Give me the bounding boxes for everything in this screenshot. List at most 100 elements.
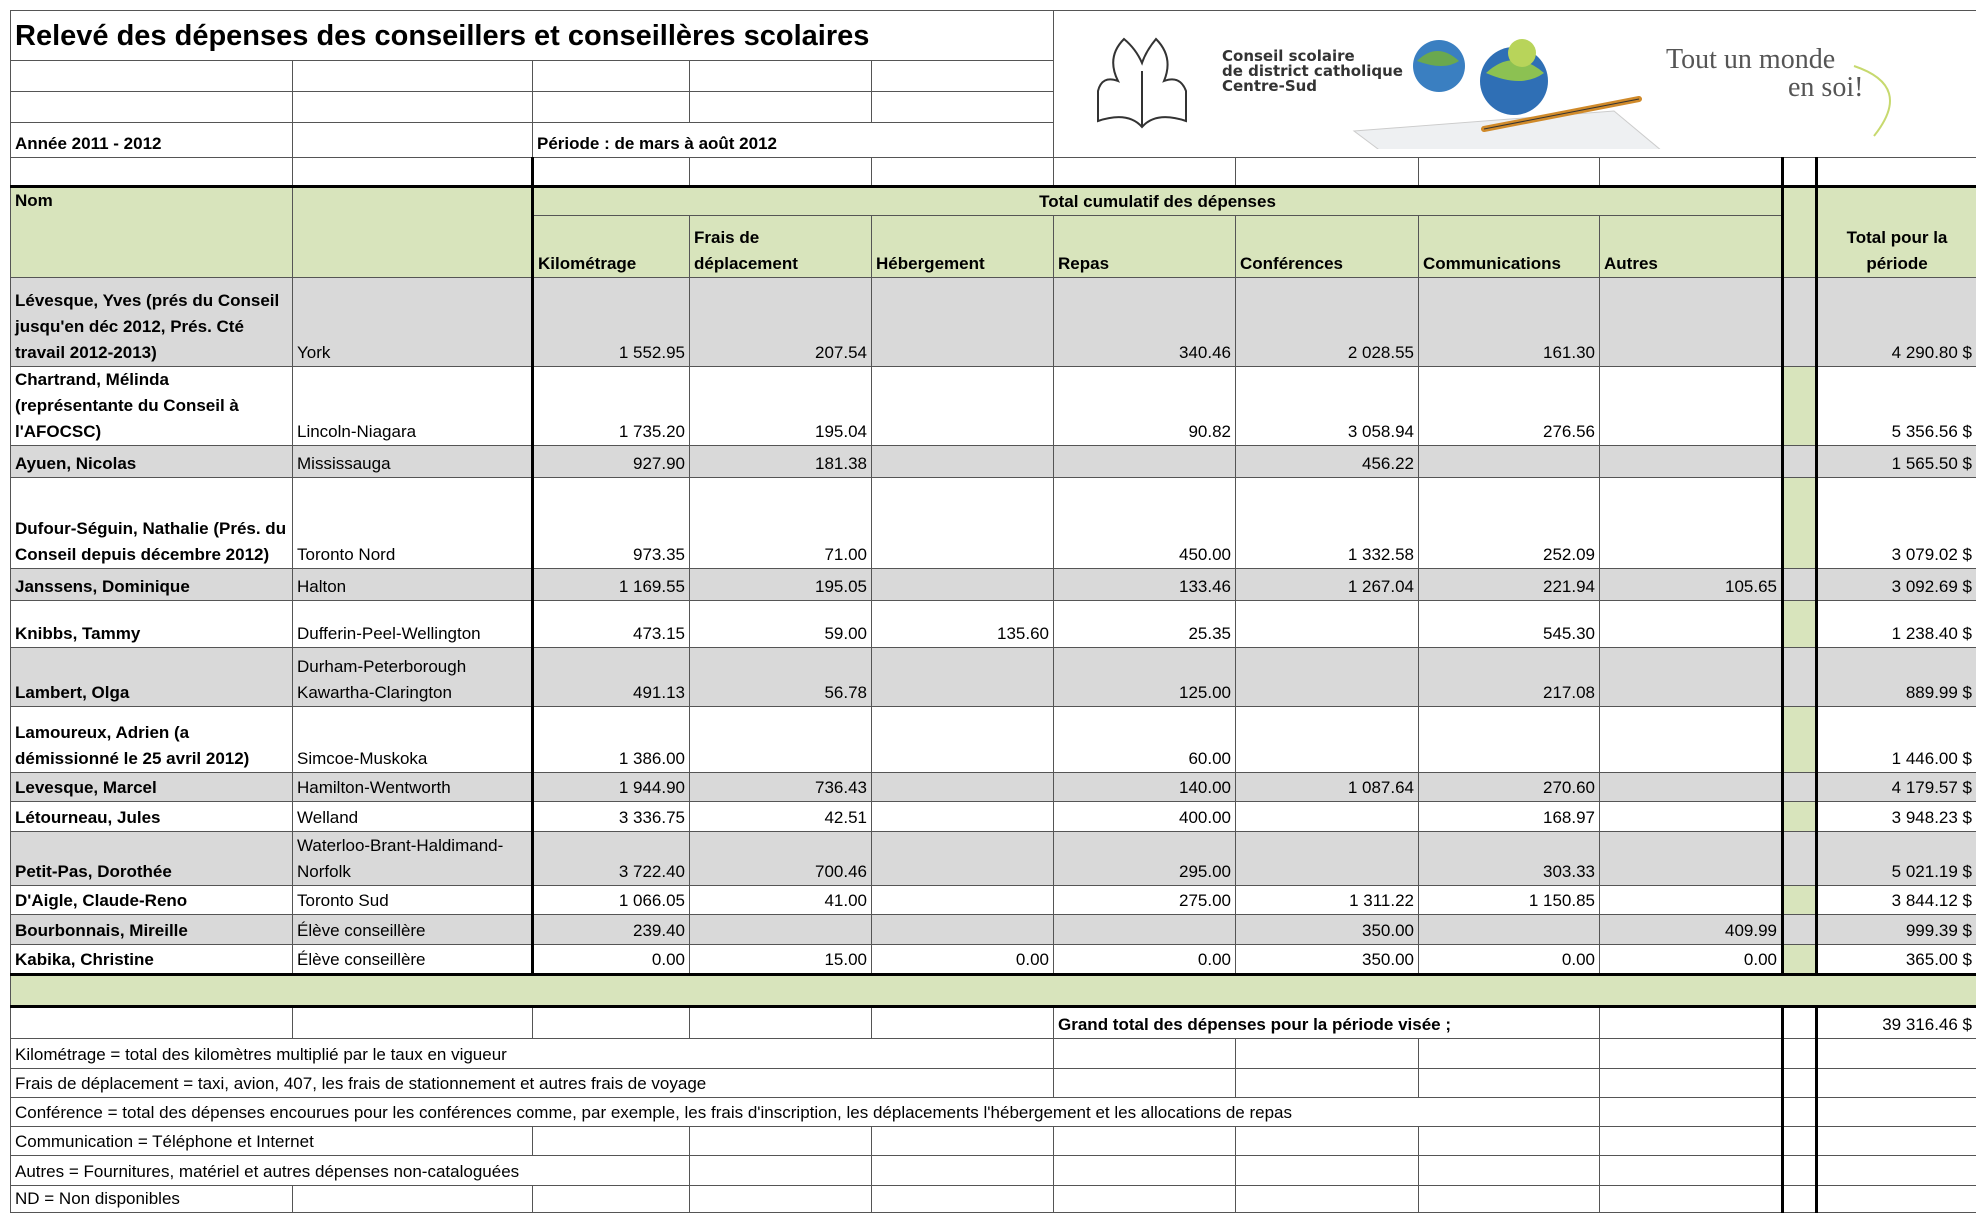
member-name: Knibbs, Tammy [11,601,293,648]
column-header: Total pour la période [1817,187,1976,278]
cell [1783,601,1817,648]
cell [1783,886,1817,915]
cell [872,1186,1054,1213]
note: ND = Non disponibles [11,1186,293,1213]
amount: 1 565.50 $ [1817,446,1976,478]
cell [1817,1098,1976,1127]
cell [11,158,293,187]
amount [872,886,1054,915]
amount [872,446,1054,478]
column-header: Autres [1600,216,1783,278]
amount [1419,915,1600,945]
amount: 0.00 [1419,945,1600,975]
cell [1054,158,1236,187]
cell [872,91,1054,122]
member-name: Bourbonnais, Mireille [11,915,293,945]
amount: 295.00 [1054,832,1236,886]
member-name: Petit-Pas, Dorothée [11,832,293,886]
member-name: Lambert, Olga [11,648,293,707]
cell [872,61,1054,92]
cell [1783,773,1817,802]
cell [1783,1039,1817,1069]
amount: 42.51 [690,802,872,832]
amount [1600,773,1783,802]
cell [1783,648,1817,707]
note: Communication = Téléphone et Internet [11,1127,533,1156]
amount: 0.00 [1600,945,1783,975]
amount [1236,707,1419,773]
cell [1783,915,1817,945]
amount [1600,648,1783,707]
cell [1817,1127,1976,1156]
region: Welland [293,802,533,832]
amount: 15.00 [690,945,872,975]
amount: 1 735.20 [533,367,690,446]
region: Durham-Peterborough Kawartha-Clarington [293,648,533,707]
cell [11,975,1976,1007]
cell [1054,1186,1236,1213]
amount [1600,601,1783,648]
cell [1783,832,1817,886]
cell [1783,802,1817,832]
cell [1600,1069,1783,1098]
grand-total-label: Grand total des dépenses pour la période… [1054,1007,1600,1039]
amount: 456.22 [1236,446,1419,478]
amount: 1 386.00 [533,707,690,773]
cell [1600,1007,1783,1039]
column-header: Hébergement [872,216,1054,278]
cell [690,1127,872,1156]
amount: 217.08 [1419,648,1600,707]
amount: 161.30 [1419,278,1600,367]
cell [690,158,872,187]
logo-text: Tout un monde [1666,44,1835,75]
cell [1783,1156,1817,1186]
cell [1419,158,1600,187]
cell [1817,1156,1976,1186]
amount: 3 092.69 $ [1817,569,1976,601]
cell [872,1127,1054,1156]
cell [1783,569,1817,601]
cell [1054,1069,1236,1098]
cell [293,1007,533,1039]
cell [533,1127,690,1156]
cell [1054,1127,1236,1156]
region: Dufferin-Peel-Wellington [293,601,533,648]
cell [1783,707,1817,773]
cell [293,1186,533,1213]
member-name: D'Aigle, Claude-Reno [11,886,293,915]
member-name: Kabika, Christine [11,945,293,975]
amount: 0.00 [872,945,1054,975]
member-name: Lévesque, Yves (prés du Conseil jusqu'en… [11,278,293,367]
row: Chartrand, Mélinda (représentante du Con… [11,367,1976,446]
region: Halton [293,569,533,601]
column-header: Nom [11,187,293,278]
amount: 59.00 [690,601,872,648]
period: Période : de mars à août 2012 [533,122,1054,157]
amount [1600,832,1783,886]
amount [872,915,1054,945]
cell [1236,1127,1419,1156]
cell [533,158,690,187]
amount: 303.33 [1419,832,1600,886]
row [11,975,1976,1007]
amount: 56.78 [690,648,872,707]
cell [293,187,533,278]
region: Mississauga [293,446,533,478]
region: Hamilton-Wentworth [293,773,533,802]
cell [293,91,533,122]
cell [1783,187,1817,278]
column-group-header: Total cumulatif des dépenses [533,187,1783,216]
amount: 4 290.80 $ [1817,278,1976,367]
cell [1600,1156,1783,1186]
amount [1236,601,1419,648]
cell [1419,1186,1600,1213]
cell [1783,945,1817,975]
member-name: Levesque, Marcel [11,773,293,802]
amount: 2 028.55 [1236,278,1419,367]
amount [872,773,1054,802]
amount: 221.94 [1419,569,1600,601]
